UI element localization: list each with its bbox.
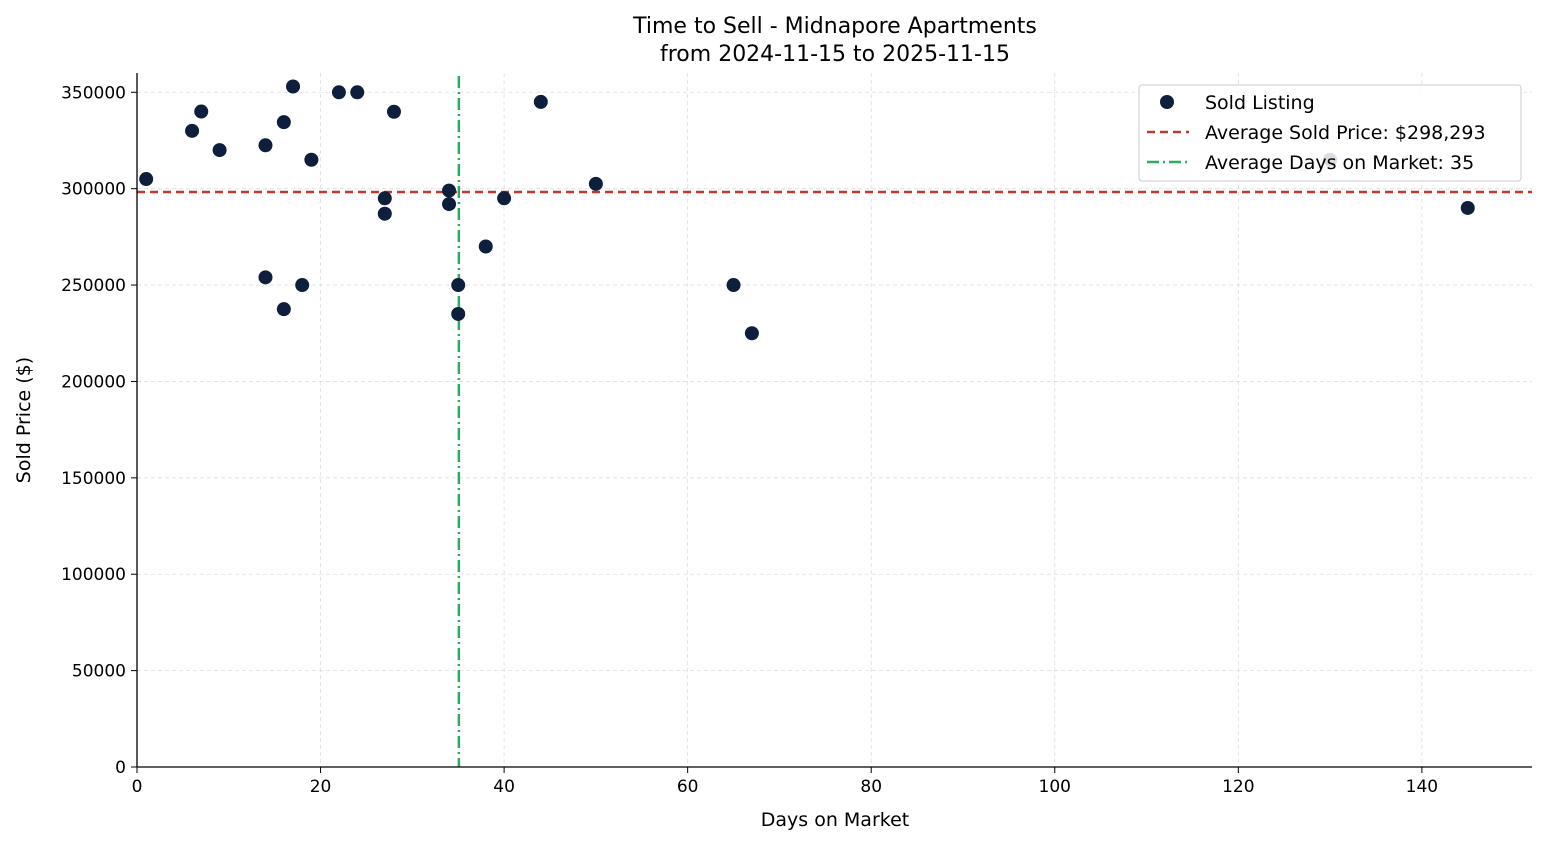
x-tick-label: 20 [310, 777, 332, 797]
data-point [139, 172, 154, 187]
x-tick-label: 0 [132, 777, 143, 797]
data-point [258, 138, 273, 153]
data-point [295, 278, 310, 293]
legend-marker-points [1160, 95, 1174, 109]
data-point [276, 302, 291, 317]
y-tick-label: 250000 [61, 276, 126, 296]
data-point [533, 94, 548, 109]
data-point [185, 123, 200, 138]
data-point [286, 79, 301, 94]
data-point [497, 191, 512, 206]
x-axis-label: Days on Market [761, 809, 909, 831]
data-point [588, 176, 603, 191]
data-point [194, 104, 209, 119]
data-point [451, 306, 466, 321]
data-point [1460, 200, 1475, 215]
x-tick-label: 60 [677, 777, 699, 797]
data-point [478, 239, 493, 254]
legend-label-avg-days: Average Days on Market: 35 [1205, 152, 1474, 174]
x-tick-label: 40 [493, 777, 515, 797]
data-point [350, 85, 365, 100]
y-tick-label: 100000 [61, 565, 126, 585]
axes: 0 20 40 60 80 100 120 140 0 50000 100000 150000 2000… [61, 73, 1532, 797]
data-point [212, 143, 227, 158]
x-tick-label: 100 [1039, 777, 1071, 797]
chart-title: Time to Sell - Midnapore Apartments [632, 14, 1037, 39]
data-point [331, 85, 346, 100]
data-point [744, 326, 759, 341]
data-point [726, 278, 741, 293]
data-point [276, 115, 291, 130]
y-tick-label: 200000 [61, 372, 126, 392]
y-tick-label: 0 [115, 758, 126, 778]
chart-subtitle: from 2024-11-15 to 2025-11-15 [660, 42, 1010, 67]
data-point [377, 191, 392, 206]
legend-box [1138, 84, 1522, 182]
data-point [304, 152, 319, 167]
data-point [258, 270, 273, 285]
data-point [386, 104, 401, 119]
legend-label-points: Sold Listing [1205, 92, 1315, 114]
data-point [377, 206, 392, 221]
points [139, 79, 1475, 341]
data-point [442, 183, 457, 198]
data-point [451, 278, 466, 293]
y-tick-label: 300000 [61, 180, 126, 200]
data-point [442, 197, 457, 212]
y-tick-label: 350000 [61, 83, 126, 103]
reference-lines [137, 76, 1532, 767]
x-tick-label: 80 [860, 777, 882, 797]
y-axis-label: Sold Price ($) [13, 357, 35, 483]
legend: Sold Listing Average Sold Price: $298,29… [1138, 84, 1522, 182]
x-tick-label: 120 [1222, 777, 1254, 797]
y-tick-label: 150000 [61, 469, 126, 489]
x-tick-label: 140 [1406, 777, 1438, 797]
y-tick-label: 50000 [72, 662, 126, 682]
legend-label-avg-price: Average Sold Price: $298,293 [1205, 122, 1486, 144]
